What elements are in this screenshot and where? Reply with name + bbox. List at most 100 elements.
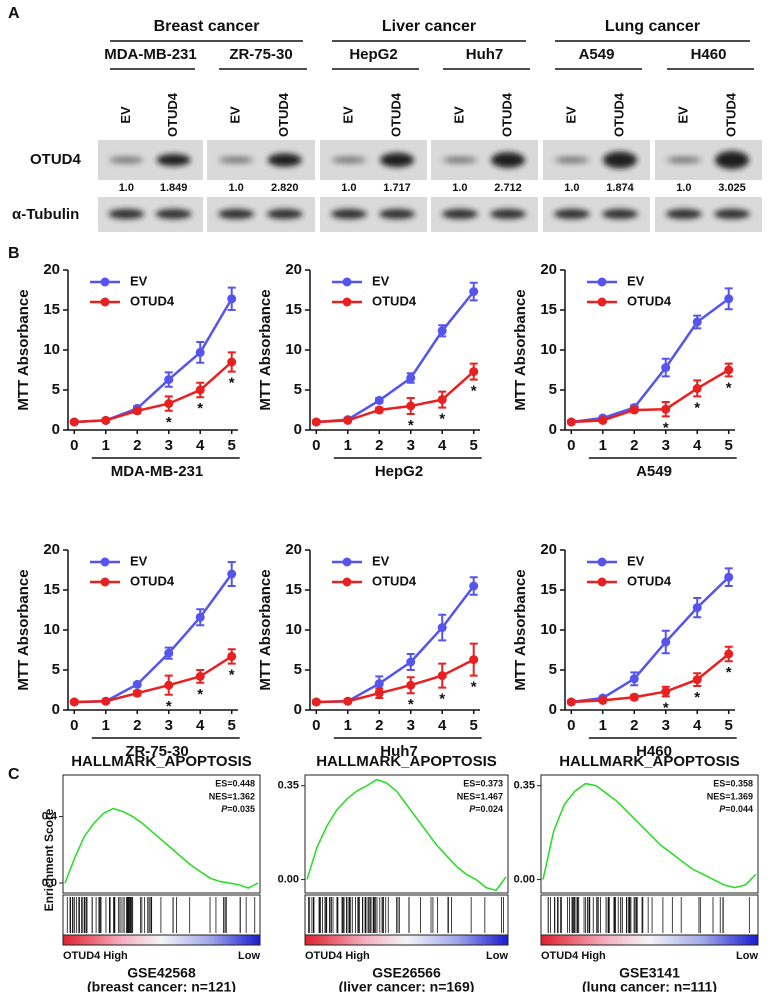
significance-mark: * <box>663 699 669 716</box>
data-point <box>437 395 447 405</box>
data-point <box>227 569 237 579</box>
band <box>491 152 526 168</box>
y-tick-label: 0.4 <box>42 810 58 822</box>
cell-line-label: A549 <box>579 46 615 63</box>
data-point <box>469 287 479 297</box>
stat-label: NES=1.369 <box>707 791 753 801</box>
x-tick-label: 1 <box>599 437 607 454</box>
series-line <box>571 368 730 424</box>
y-tick-label: 10 <box>285 621 302 638</box>
quantification: 2.712 <box>494 182 522 194</box>
data-point <box>374 395 384 405</box>
y-tick-label: 0 <box>549 701 557 718</box>
quantification: 2.820 <box>271 182 299 194</box>
quantification: 1.0 <box>119 182 134 194</box>
plot-frame <box>62 774 261 894</box>
x-tick-label: 5 <box>470 717 478 734</box>
dataset-subtitle: (lung cancer; n=111) <box>582 979 717 992</box>
lane-label: OTUD4 <box>388 92 403 137</box>
x-tick-label: 4 <box>693 717 702 734</box>
panel-label: A <box>8 5 20 22</box>
x-tick-label: 2 <box>133 717 141 734</box>
y-tick-label: 0 <box>549 421 557 438</box>
y-tick-label: 0 <box>294 701 302 718</box>
y-axis-label: MTT Absorbance <box>257 569 274 690</box>
lane-label: OTUD4 <box>723 92 738 137</box>
lane-label: EV <box>451 106 466 124</box>
lane-label: EV <box>675 106 690 124</box>
p-value: =0.035 <box>227 804 255 814</box>
y-tick-label: 15 <box>43 581 60 598</box>
lane-label: EV <box>118 106 133 124</box>
series-line <box>571 576 730 704</box>
p-symbol: P <box>719 804 726 814</box>
data-point <box>195 671 205 681</box>
series-line <box>571 653 730 704</box>
significance-mark: * <box>229 375 235 392</box>
row-label: α-Tubulin <box>12 206 79 223</box>
x-axis-label: A549 <box>636 463 672 480</box>
band <box>330 209 367 219</box>
data-point <box>724 365 734 375</box>
x-tick-label: 0 <box>567 437 575 454</box>
data-point <box>164 648 174 658</box>
data-point <box>311 697 321 707</box>
hit-frame <box>304 894 509 936</box>
significance-mark: * <box>694 689 700 706</box>
x-tick-label: 4 <box>438 717 447 734</box>
data-point <box>566 697 576 707</box>
legend-marker <box>342 557 352 567</box>
quantification: 1.874 <box>606 182 634 194</box>
data-point <box>724 572 734 582</box>
y-axis-label: MTT Absorbance <box>257 289 274 410</box>
data-point <box>661 687 671 697</box>
data-point <box>374 405 384 415</box>
band <box>155 209 192 219</box>
data-point <box>101 696 111 706</box>
data-point <box>692 317 702 327</box>
legend-marker <box>597 297 607 307</box>
y-axis-label: MTT Absorbance <box>512 289 529 410</box>
rank-label: Low <box>238 950 260 962</box>
x-axis-label: HepG2 <box>375 463 423 480</box>
x-tick-label: 1 <box>599 717 607 734</box>
rank-label: Low <box>486 950 508 962</box>
y-tick-label: 0 <box>294 421 302 438</box>
data-point <box>406 680 416 690</box>
x-tick-label: 2 <box>630 437 638 454</box>
rank-bar <box>304 934 509 946</box>
series-line <box>74 573 233 704</box>
y-tick-label: 5 <box>52 381 60 398</box>
legend-marker <box>342 277 352 287</box>
stat-label: NES=1.467 <box>457 791 503 801</box>
quantification: 1.0 <box>564 182 579 194</box>
data-point <box>374 679 384 689</box>
y-tick-label: 5 <box>294 381 302 398</box>
group-label: Liver cancer <box>382 18 476 35</box>
enrichment-curve <box>542 782 757 889</box>
data-point <box>343 415 353 425</box>
lane-label: OTUD4 <box>165 92 180 137</box>
rank-bar <box>540 934 759 946</box>
y-axis-label: Enrichment Score <box>42 808 56 911</box>
data-point <box>101 415 111 425</box>
series-line <box>316 290 475 424</box>
x-tick-label: 2 <box>375 437 383 454</box>
data-point <box>566 417 576 427</box>
plot-frame <box>304 774 509 894</box>
y-tick-label: 20 <box>285 261 302 278</box>
cell-line-label: ZR-75-30 <box>229 46 292 63</box>
band <box>267 153 302 167</box>
significance-mark: * <box>166 414 172 431</box>
legend-label: OTUD4 <box>372 293 417 308</box>
data-point <box>195 347 205 357</box>
quantification: 1.849 <box>160 182 188 194</box>
x-axis-label: H460 <box>636 743 672 760</box>
lane-label: EV <box>563 106 578 124</box>
series-line <box>316 658 475 704</box>
y-tick-label: 10 <box>540 621 557 638</box>
y-tick-label: 10 <box>43 621 60 638</box>
y-axis-label: MTT Absorbance <box>15 289 32 410</box>
legend-marker <box>342 297 352 307</box>
